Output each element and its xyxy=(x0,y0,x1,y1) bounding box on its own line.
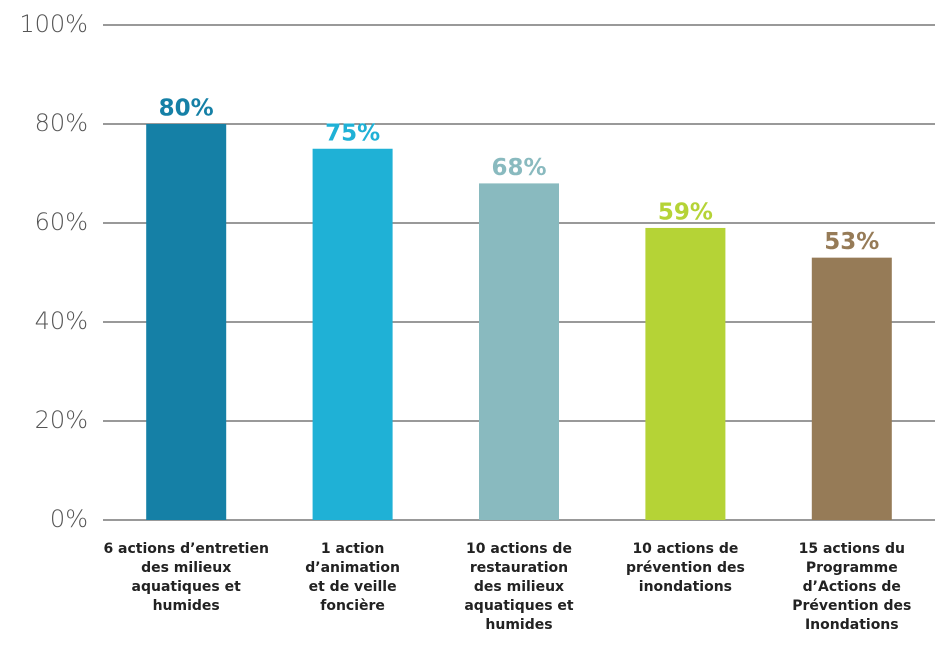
bar xyxy=(312,148,393,520)
x-tick-label: 10 actions de prévention des inondations xyxy=(625,541,745,595)
y-tick-label: 40% xyxy=(35,307,88,335)
value-label: 59% xyxy=(658,199,713,225)
y-tick-label: 0% xyxy=(50,505,88,533)
value-label: 75% xyxy=(325,120,380,146)
y-tick-label: 60% xyxy=(35,208,88,236)
bar xyxy=(645,227,726,520)
y-tick-label: 100% xyxy=(19,10,88,38)
x-tick-label: 1 action d’animation et de veille fonciè… xyxy=(305,541,400,614)
bar xyxy=(146,124,227,520)
bar xyxy=(479,183,559,520)
value-label: 53% xyxy=(824,229,879,255)
x-tick-label: 15 actions du Programme d’Actions de Pré… xyxy=(792,541,912,633)
y-tick-label: 20% xyxy=(35,406,88,434)
y-tick-label: 80% xyxy=(35,109,88,137)
x-tick-label: 10 actions de restauration des milieux a… xyxy=(464,541,574,633)
value-label: 80% xyxy=(159,96,214,122)
bar xyxy=(811,257,892,520)
x-tick-label: 6 actions d’entretien des milieux aquati… xyxy=(103,541,269,614)
value-label: 68% xyxy=(491,155,546,181)
